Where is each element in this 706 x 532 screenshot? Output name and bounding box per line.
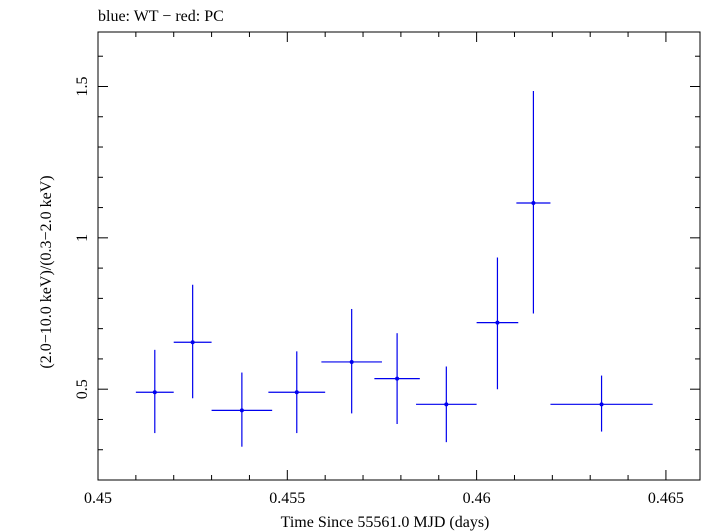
point-marker	[599, 402, 604, 407]
point-marker	[531, 201, 536, 206]
point-marker	[152, 390, 157, 395]
point-marker	[190, 340, 195, 345]
point-marker	[239, 408, 244, 413]
x-axis-ticks: 0.45 0.455 0.46 0.465	[84, 32, 684, 507]
y-axis-ticks: 0.5 1 1.5	[74, 55, 700, 451]
plot-frame	[97, 31, 701, 481]
x-tick-label: 0.46	[463, 490, 491, 507]
data-point	[321, 308, 382, 414]
y-tick-label: 1	[74, 234, 91, 242]
data-point	[173, 284, 212, 399]
point-marker	[349, 359, 354, 364]
x-tick-label: 0.45	[84, 490, 112, 507]
data-point	[268, 351, 326, 434]
point-marker	[395, 376, 400, 381]
data-point	[374, 333, 420, 424]
x-axis-label: Time Since 55561.0 MJD (days)	[281, 514, 490, 531]
point-marker	[294, 390, 299, 395]
data-point	[550, 375, 653, 432]
x-tick-label: 0.465	[648, 490, 684, 507]
point-marker	[444, 402, 449, 407]
y-tick-label: 1.5	[74, 76, 91, 96]
data-point	[516, 91, 551, 314]
data-points	[135, 91, 653, 447]
x-tick-label: 0.455	[269, 490, 305, 507]
y-axis-label: (2.0−10.0 keV)/(0.3−2.0 keV)	[38, 175, 55, 368]
chart-title: blue: WT − red: PC	[98, 8, 224, 25]
data-point	[476, 257, 519, 390]
data-point	[416, 366, 477, 443]
y-tick-label: 0.5	[74, 379, 91, 399]
data-point	[211, 372, 273, 447]
point-marker	[495, 320, 500, 325]
data-point	[135, 349, 174, 434]
